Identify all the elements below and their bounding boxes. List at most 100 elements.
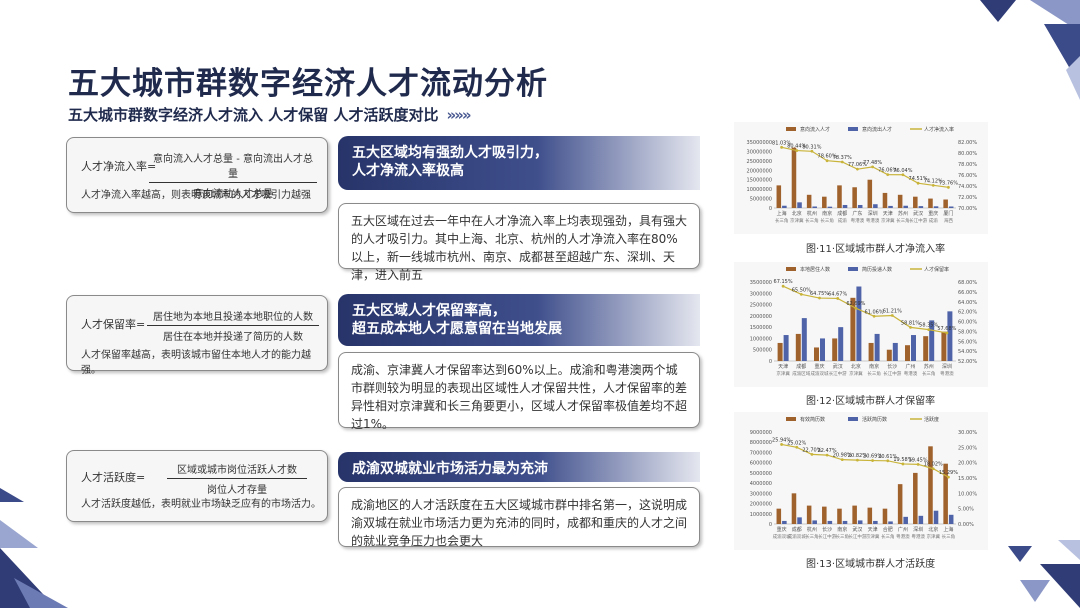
x-group-label: 粤港澳 <box>851 217 865 224</box>
bar-series2 <box>918 515 924 524</box>
y-tick-label: 2500000 <box>750 303 772 309</box>
legend-label: 本地居住人数 <box>800 266 830 273</box>
bar-series1 <box>905 345 910 361</box>
legend-label: 意向流入人才 <box>800 126 830 133</box>
y2-tick-label: 76.00% <box>958 173 977 179</box>
page-subtitle: 五大城市群数字经济人才流入 人才保留 人才活跃度对比 »»» <box>68 104 472 125</box>
bar-series2 <box>797 517 802 524</box>
data-label: 80.44% <box>787 144 806 150</box>
x-group-label: 长三角 <box>775 217 789 224</box>
x-tick-label: 北京 <box>792 210 802 217</box>
x-tick-label: 重庆 <box>928 210 938 217</box>
line-point <box>856 167 859 171</box>
bar-series2 <box>873 204 878 208</box>
y-tick-label: 9000000 <box>750 430 772 436</box>
y2-tick-label: 68.00% <box>958 280 977 286</box>
bar-series2 <box>948 514 954 524</box>
formula-numerator: 居住地为本地且投递本地职位的人数 <box>147 308 319 326</box>
x-group-label: 成渝 <box>838 217 847 224</box>
formula-denominator: 居住在本地并投递了简历的人数 <box>163 332 303 343</box>
bar-series1 <box>941 331 947 361</box>
bar-series1 <box>913 472 918 524</box>
bar-series1 <box>837 508 842 524</box>
x-tick-label: 南京 <box>822 210 832 217</box>
y-tick-label: 3500000 <box>750 280 772 286</box>
bar-series1 <box>867 179 873 208</box>
x-group-label: 京津冀 <box>849 370 863 377</box>
data-label: 77.48% <box>863 160 882 166</box>
decor-bottom-right <box>1008 540 1080 608</box>
line-series <box>781 443 949 478</box>
data-label: 81.03% <box>772 140 791 146</box>
line-series <box>782 285 948 334</box>
bar-series1 <box>806 505 812 524</box>
bar-series1 <box>882 508 888 524</box>
data-label: 58.35% <box>919 323 938 329</box>
formula-denominator: 岗位人才存量 <box>207 485 267 496</box>
legend-swatch <box>848 417 858 421</box>
data-label: 19.45% <box>909 457 928 463</box>
x-group-label: 京津冀 <box>776 370 790 377</box>
data-label: 64.67% <box>828 291 847 297</box>
x-tick-label: 深圳 <box>942 363 952 370</box>
bar-series2 <box>933 510 939 524</box>
y-tick-label: 8000000 <box>750 440 772 446</box>
line-point <box>931 467 935 471</box>
formula-box-net-inflow: 人才净流入率= 意向流入人才总量 - 意向流出人才总量 意向流动人才总量 人才净… <box>66 137 328 213</box>
formula-note: 人才保留率越高，表明该城市留住本地人才的能力越强。 <box>81 350 311 376</box>
y2-tick-label: 62.00% <box>958 310 977 316</box>
x-group-label: 长三角 <box>942 533 956 540</box>
data-label: 20.98% <box>833 453 852 459</box>
bar-series2 <box>801 318 807 361</box>
y-tick-label: 500000 <box>753 348 772 354</box>
y-tick-label: 5000000 <box>750 197 772 203</box>
line-point <box>818 296 821 300</box>
bar-series2 <box>857 204 863 208</box>
line-point <box>871 459 874 462</box>
bar-series1 <box>943 199 948 208</box>
data-label: 25.02% <box>787 440 806 446</box>
line-point <box>856 458 859 462</box>
data-label: 61.06% <box>865 309 884 315</box>
formula-numerator: 意向流入人才总量 - 意向流出人才总量 <box>149 150 317 183</box>
legend-swatch <box>786 267 796 271</box>
x-tick-label: 上海 <box>943 526 953 533</box>
line-point <box>836 297 840 300</box>
bar-series1 <box>852 505 857 524</box>
bar-series2 <box>874 333 880 361</box>
legend-label: 活跃度 <box>924 416 939 423</box>
bar-series1 <box>777 342 783 361</box>
y2-tick-label: 25.00% <box>958 445 977 451</box>
x-tick-label: 广州 <box>898 526 908 533</box>
x-tick-label: 广州 <box>905 363 915 370</box>
x-tick-label: 深圳 <box>868 210 878 217</box>
y-tick-label: 5000000 <box>750 471 772 477</box>
bar-series1 <box>814 347 819 361</box>
y2-tick-label: 80.00% <box>958 151 977 157</box>
legend-label: 意向流出人才 <box>862 126 892 133</box>
formula-lhs: 人才活跃度= <box>81 471 146 484</box>
bar-series2 <box>918 206 924 208</box>
x-group-label: 京津冀 <box>790 217 804 224</box>
formula-note: 人才净流入率越高，则表明该城市的人才吸引力越强 <box>81 190 311 201</box>
section-header-activity: 成渝双城就业市场活力最为充沛 <box>338 452 700 482</box>
data-label: 20.69% <box>863 454 882 460</box>
bar-series1 <box>868 342 874 361</box>
chart-panel-inflow: 意向流入人才 意向流出人才 人才净流入率 35000000 30000000 250000… <box>734 122 988 234</box>
bar-series2 <box>797 202 802 208</box>
bar-series1 <box>943 463 948 524</box>
x-group-label: 粤港澳 <box>940 370 954 377</box>
x-group-label: 长三角 <box>805 533 819 540</box>
x-group-label: 长三角 <box>922 370 936 377</box>
bar-series1 <box>791 493 797 524</box>
x-group-label: 海西 <box>944 217 953 224</box>
x-group-label: 长江中游 <box>848 533 866 540</box>
legend-swatch <box>848 127 858 131</box>
bar-series2 <box>948 206 954 208</box>
line-point <box>810 452 814 456</box>
bar-series2 <box>911 335 916 361</box>
page-title: 五大城市群数字经济人才流动分析 <box>68 66 548 102</box>
bar-series2 <box>933 206 939 208</box>
line-point <box>825 453 829 457</box>
y-tick-label: 35000000 <box>747 140 772 146</box>
